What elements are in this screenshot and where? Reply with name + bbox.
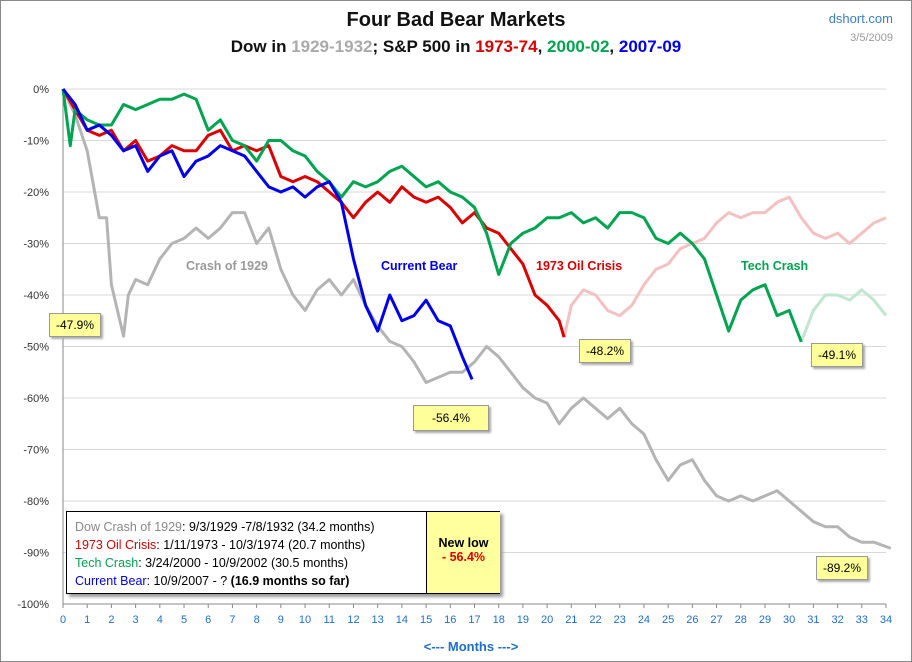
legend-name: Dow Crash of 1929 [75, 520, 183, 534]
callout-tech-low: -49.1% [811, 343, 864, 367]
x-tick-label: 29 [759, 614, 771, 626]
series-continuation-line [562, 195, 887, 338]
x-tick-label: 33 [856, 614, 868, 626]
x-tick-label: 7 [229, 614, 235, 626]
subtitle-part: 2000-02 [547, 37, 610, 56]
x-tick-label: 26 [686, 614, 698, 626]
series-label-1973: 1973 Oil Crisis [536, 259, 623, 273]
legend-detail: : 1/11/1973 - 10/3/1974 (20.7 months) [156, 538, 366, 552]
x-tick-label: 20 [541, 614, 553, 626]
x-tick-label: 2 [108, 614, 114, 626]
x-tick-label: 9 [278, 614, 284, 626]
legend-detail: : 9/3/1929 -7/8/1932 (34.2 months) [182, 520, 375, 534]
legend-name: Current Bear [75, 574, 147, 588]
new-low-box: New low - 56.4% [426, 512, 500, 593]
x-tick-label: 12 [347, 614, 359, 626]
x-tick-label: 10 [299, 614, 311, 626]
new-low-label: New low [438, 536, 489, 550]
subtitle-part: Dow in [230, 37, 292, 56]
callout-1929-low: -47.9% [49, 313, 102, 337]
legend-row-tech: Tech Crash: 3/24/2000 - 10/9/2002 (30.5 … [75, 554, 375, 572]
chart-subtitle: Dow in 1929-1932; S&P 500 in 1973-74, 20… [1, 37, 911, 57]
x-tick-label: 5 [181, 614, 187, 626]
series-continuation-line [799, 288, 888, 343]
y-tick-label: -100% [17, 599, 49, 611]
x-tick-label: 13 [372, 614, 384, 626]
x-tick-label: 1 [84, 614, 90, 626]
legend-detail: : 3/24/2000 - 10/9/2002 (30.5 months) [138, 556, 349, 570]
series-line-tech-crash [61, 88, 803, 343]
callout-1973-low: -48.2% [579, 339, 632, 363]
x-tick-label: 6 [205, 614, 211, 626]
x-tick-label: 30 [783, 614, 795, 626]
chart-title: Four Bad Bear Markets [346, 9, 566, 31]
subtitle-part: , [609, 37, 619, 56]
y-tick-label: -90% [23, 548, 49, 560]
legend-detail-bold: (16.9 months so far) [230, 574, 350, 588]
series-label-tech: Tech Crash [741, 259, 809, 273]
x-tick-label: 4 [157, 614, 163, 626]
x-axis-label: <--- Months ---> [423, 639, 519, 654]
legend-name: Tech Crash [75, 556, 139, 570]
source-label: dshort.com [828, 11, 893, 26]
y-tick-label: -80% [23, 496, 49, 508]
subtitle-part: 1973-74 [475, 37, 538, 56]
x-tick-label: 28 [735, 614, 747, 626]
callout-1929-final: -89.2% [816, 556, 869, 580]
legend-row-1929: Dow Crash of 1929: 9/3/1929 -7/8/1932 (3… [75, 518, 375, 536]
x-tick-label: 21 [565, 614, 577, 626]
y-tick-label: 0% [33, 84, 49, 96]
date-label: 3/5/2009 [850, 32, 893, 44]
legend-box: Dow Crash of 1929: 9/3/1929 -7/8/1932 (3… [66, 511, 500, 594]
y-tick-label: -70% [23, 445, 49, 457]
series-line-1973-oil-crisis [61, 88, 566, 338]
callout-current-low: -56.4% [413, 405, 490, 431]
subtitle-part: ; S&P 500 in [372, 37, 476, 56]
y-tick-label: -10% [23, 136, 49, 148]
x-tick-label: 17 [468, 614, 480, 626]
x-tick-label: 19 [517, 614, 529, 626]
x-tick-label: 15 [420, 614, 432, 626]
y-tick-label: -50% [23, 342, 49, 354]
y-tick-label: -40% [23, 290, 49, 302]
x-tick-label: 16 [444, 614, 456, 626]
y-tick-label: -60% [23, 393, 49, 405]
y-tick-label: -30% [23, 239, 49, 251]
x-tick-label: 32 [831, 614, 843, 626]
x-tick-label: 11 [324, 614, 335, 626]
x-tick-label: 31 [807, 614, 819, 626]
x-tick-label: 14 [396, 614, 408, 626]
x-tick-label: 8 [254, 614, 260, 626]
subtitle-part: , [537, 37, 548, 56]
x-tick-label: 34 [880, 614, 892, 626]
series-label-1929: Crash of 1929 [186, 259, 268, 273]
legend-detail: : 10/9/2007 - ? [146, 574, 231, 588]
x-tick-label: 0 [60, 614, 66, 626]
x-tick-label: 27 [710, 614, 722, 626]
series-line-current-bear [61, 88, 474, 381]
x-tick-label: 18 [493, 614, 505, 626]
series-label-current: Current Bear [381, 259, 458, 273]
x-tick-label: 24 [638, 614, 650, 626]
y-tick-label: -20% [23, 187, 49, 199]
legend-row-current: Current Bear: 10/9/2007 - ? (16.9 months… [75, 572, 375, 590]
subtitle-part: 2007-09 [618, 37, 682, 56]
legend-row-1973: 1973 Oil Crisis: 1/11/1973 - 10/3/1974 (… [75, 536, 375, 554]
new-low-value: - 56.4% [441, 550, 486, 564]
x-tick-label: 3 [133, 614, 139, 626]
subtitle-part: 1929-1932 [291, 37, 373, 56]
x-tick-label: 22 [589, 614, 601, 626]
x-tick-label: 25 [662, 614, 674, 626]
legend-name: 1973 Oil Crisis [75, 538, 157, 552]
series-line-crash-of-1929 [61, 88, 892, 550]
x-tick-label: 23 [614, 614, 626, 626]
